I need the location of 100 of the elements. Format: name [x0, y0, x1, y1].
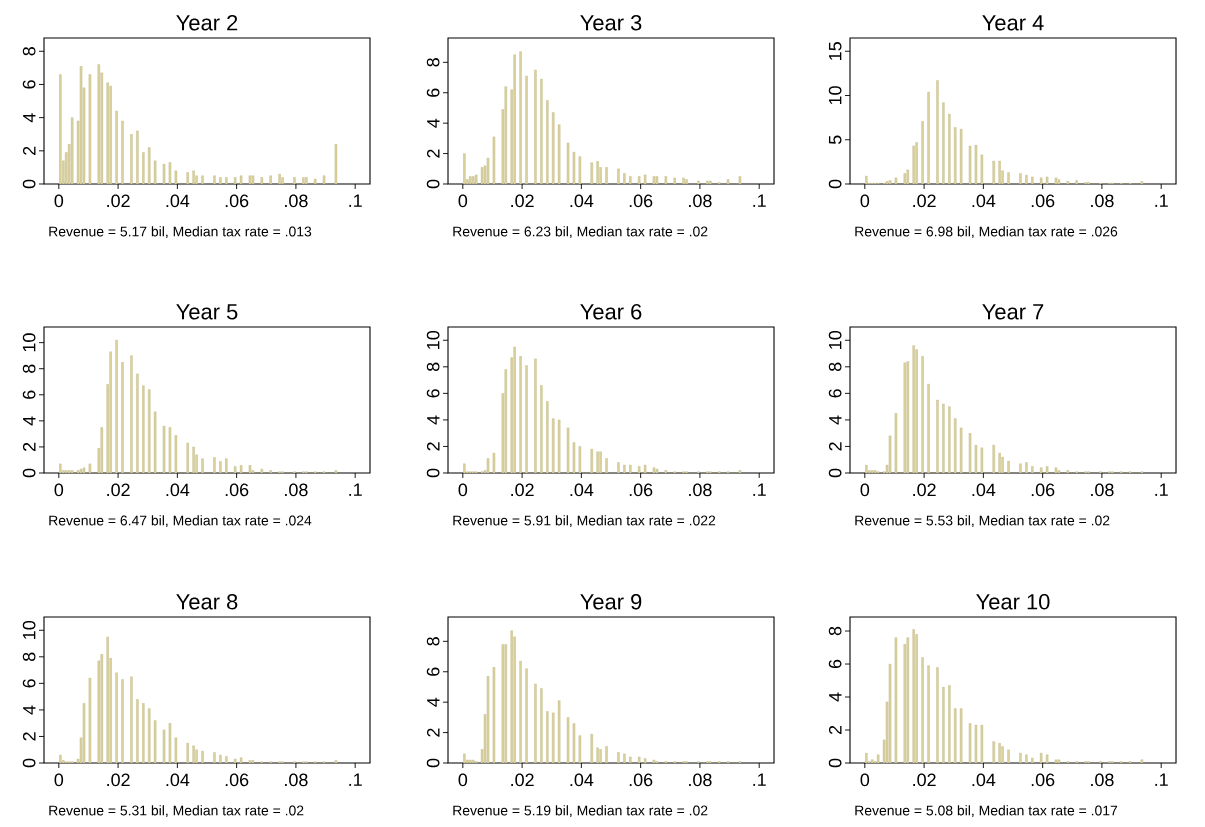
- y-tick-label: 15: [828, 42, 842, 60]
- x-tick-label: .02: [511, 773, 534, 787]
- y-tick-label: 4: [23, 705, 36, 715]
- x-tick-label: .02: [913, 483, 936, 497]
- x-tick-label: .08: [1091, 773, 1114, 787]
- chart-title: Year 4: [982, 15, 1044, 31]
- x-tick-label: .02: [511, 483, 534, 497]
- x-tick-label: .06: [225, 194, 249, 208]
- y-tick-label: 4: [23, 416, 36, 426]
- x-tick-label: .04: [166, 194, 190, 208]
- x-tick-label: .1: [349, 483, 362, 496]
- x-tick-label: .1: [753, 194, 766, 207]
- text: Revenue = 5.53 bil, Median tax rate = .02: [855, 515, 1110, 528]
- y-tick-label: 8: [426, 362, 440, 372]
- y-tick-label: 2: [426, 728, 440, 737]
- text: Revenue = 5.31 bil, Median tax rate = .02: [49, 805, 304, 818]
- x-tick-label: .04: [972, 483, 996, 497]
- y-tick-label: 0: [426, 179, 440, 189]
- y-tick-label: 0: [426, 468, 440, 478]
- x-tick-label: .04: [972, 773, 996, 787]
- y-tick-label: 4: [427, 697, 440, 707]
- x-tick-label: .08: [1091, 483, 1114, 497]
- x-tick-label: .02: [107, 194, 130, 208]
- chart-title: Year 9: [580, 593, 642, 610]
- y-tick-label: 0: [828, 468, 842, 478]
- y-tick-label: 8: [828, 626, 842, 636]
- chart-title: Year 7: [982, 304, 1044, 320]
- y-tick-label: 4: [829, 415, 842, 425]
- y-tick-label: 2: [426, 149, 440, 158]
- y-tick-label: 8: [22, 364, 36, 373]
- y-tick-label: 4: [829, 692, 842, 702]
- x-tick-label: .08: [689, 194, 712, 208]
- text: Revenue = 5.08 bil, Median tax rate = .017: [855, 805, 1118, 818]
- y-tick-label: 2: [22, 442, 36, 451]
- x-tick-label: .02: [913, 773, 936, 787]
- x-tick-label: .06: [225, 773, 249, 787]
- x-tick-label: .06: [629, 483, 653, 497]
- x-tick-label: .08: [689, 773, 712, 787]
- x-tick-label: .06: [1031, 773, 1055, 787]
- x-tick-label: .04: [166, 773, 190, 787]
- x-tick-label: .04: [972, 194, 996, 208]
- y-tick-label: 6: [22, 679, 36, 688]
- x-tick-label: .1: [753, 773, 766, 786]
- x-tick-label: 0: [860, 773, 870, 787]
- x-tick-label: .04: [570, 773, 594, 787]
- chart-title: Year 2: [176, 14, 238, 31]
- y-tick-label: 8: [22, 652, 36, 662]
- x-tick-label: .06: [629, 773, 653, 787]
- chart-title: Year 10: [976, 593, 1050, 610]
- x-tick-label: 0: [458, 194, 468, 208]
- x-tick-label: .08: [285, 194, 308, 208]
- chart-title: Year 8: [176, 593, 238, 610]
- y-tick-label: 0: [22, 758, 36, 768]
- y-tick-label: 2: [828, 442, 842, 451]
- x-tick-label: .08: [285, 773, 308, 787]
- text: Revenue = 6.23 bil, Median tax rate = .02: [453, 226, 708, 239]
- y-tick-label: 6: [426, 389, 440, 398]
- x-tick-label: 0: [54, 773, 64, 787]
- y-tick-label: 0: [426, 758, 440, 768]
- y-tick-label: 4: [427, 118, 440, 128]
- y-tick-label: 2: [426, 442, 440, 451]
- y-tick-label: 6: [426, 88, 440, 97]
- x-tick-label: .02: [511, 194, 534, 208]
- x-tick-label: .02: [913, 194, 936, 208]
- x-tick-label: .1: [1155, 773, 1168, 786]
- x-tick-label: .06: [1031, 194, 1055, 208]
- text: Revenue = 6.98 bil, Median tax rate = .026: [855, 226, 1118, 239]
- y-tick-label: 8: [426, 637, 440, 646]
- y-tick-label: 6: [426, 667, 440, 676]
- y-tick-label: 6: [828, 659, 842, 669]
- x-tick-label: .06: [225, 483, 249, 497]
- y-tick-label: 6: [828, 389, 842, 398]
- x-tick-label: .04: [570, 194, 594, 208]
- y-tick-label: 8: [22, 47, 36, 56]
- x-tick-label: .06: [1031, 483, 1055, 497]
- text: Revenue = 5.91 bil, Median tax rate = .022: [453, 515, 716, 528]
- x-tick-label: .04: [570, 483, 594, 497]
- x-tick-label: .1: [1155, 483, 1168, 496]
- text: Revenue = 5.17 bil, Median tax rate = .013: [49, 226, 312, 239]
- chart-title: Year 6: [580, 303, 642, 320]
- y-tick-label: 2: [828, 725, 842, 735]
- x-tick-label: .06: [629, 194, 653, 208]
- x-tick-label: .08: [285, 483, 308, 497]
- y-tick-label: 8: [828, 362, 842, 372]
- x-tick-label: 0: [860, 194, 870, 208]
- y-tick-label: 0: [828, 758, 842, 768]
- y-tick-label: 2: [22, 146, 36, 155]
- text: Revenue = 6.47 bil, Median tax rate = .024: [49, 515, 312, 528]
- y-tick-label: 10: [22, 620, 36, 639]
- y-tick-label: 10: [828, 330, 842, 349]
- chart-title: Year 3: [580, 14, 642, 31]
- x-tick-label: .1: [1155, 194, 1168, 207]
- x-tick-label: 0: [458, 773, 468, 787]
- chart-title: Year 5: [176, 304, 238, 320]
- y-tick-label: 0: [828, 179, 842, 189]
- text: Revenue = 5.19 bil, Median tax rate = .02: [453, 805, 708, 818]
- x-tick-label: .08: [689, 483, 712, 497]
- y-tick-label: 0: [22, 468, 36, 478]
- x-tick-label: .02: [107, 773, 130, 787]
- y-tick-label: 2: [22, 732, 36, 741]
